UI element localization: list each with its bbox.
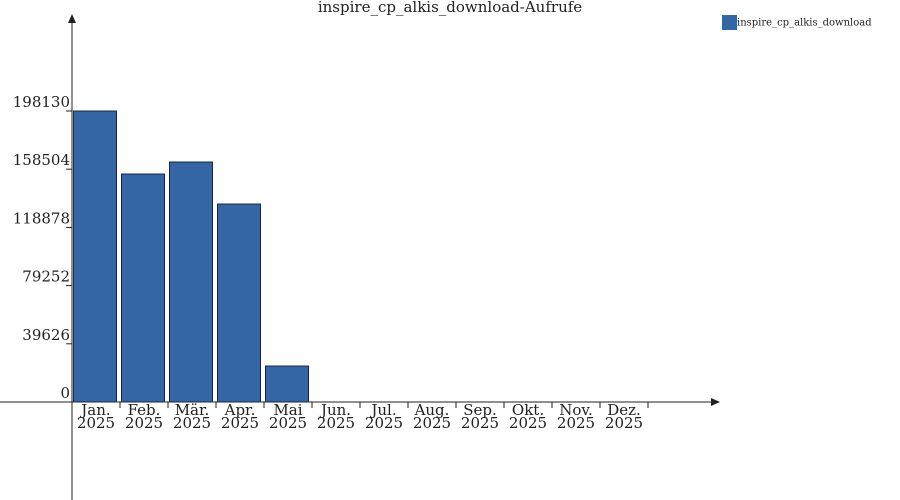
x-tick-label: Mär. bbox=[175, 401, 210, 419]
chart-title: inspire_cp_alkis_download-Aufrufe bbox=[318, 0, 582, 16]
x-tick-label: Mai bbox=[273, 401, 302, 419]
x-tick-label: Okt. bbox=[512, 401, 544, 419]
x-tick-label: Sep. bbox=[463, 401, 497, 419]
x-tick-label: Dez. bbox=[607, 401, 641, 419]
x-tick-label: 2025 bbox=[365, 414, 403, 432]
x-tick-label: Feb. bbox=[128, 401, 161, 419]
x-tick-label: Jun. bbox=[319, 401, 351, 419]
legend-label: inspire_cp_alkis_download bbox=[737, 18, 872, 29]
bar bbox=[169, 161, 213, 403]
x-tick-label: 2025 bbox=[317, 414, 355, 432]
x-tick-label: 2025 bbox=[77, 414, 115, 432]
bar bbox=[121, 173, 165, 403]
legend-swatch bbox=[722, 15, 737, 30]
bar bbox=[217, 203, 261, 403]
x-tick-label: 2025 bbox=[557, 414, 595, 432]
x-tick-label: 2025 bbox=[461, 414, 499, 432]
x-tick-label: 2025 bbox=[173, 414, 211, 432]
x-tick-label: 2025 bbox=[221, 414, 259, 432]
x-tick-label: Jul. bbox=[369, 401, 396, 419]
x-tick-label: 2025 bbox=[509, 414, 547, 432]
x-tick-label: 2025 bbox=[125, 414, 163, 432]
y-tick-label: 198130 bbox=[13, 93, 70, 111]
bar bbox=[73, 110, 117, 403]
y-tick-label: 79252 bbox=[22, 268, 70, 286]
x-tick-label: 2025 bbox=[269, 414, 307, 432]
x-tick-label: Aug. bbox=[414, 401, 450, 419]
y-tick-label: 0 bbox=[60, 384, 70, 402]
x-tick-label: Jan. bbox=[79, 401, 110, 419]
x-tick-label: Apr. bbox=[224, 401, 256, 419]
x-tick-label: Nov. bbox=[559, 401, 593, 419]
x-tick-label: 2025 bbox=[605, 414, 643, 432]
y-tick-label: 158504 bbox=[13, 151, 70, 169]
bar bbox=[265, 365, 309, 403]
y-tick-label: 118878 bbox=[13, 209, 70, 227]
y-tick-label: 39626 bbox=[22, 326, 70, 344]
x-tick-label: 2025 bbox=[413, 414, 451, 432]
